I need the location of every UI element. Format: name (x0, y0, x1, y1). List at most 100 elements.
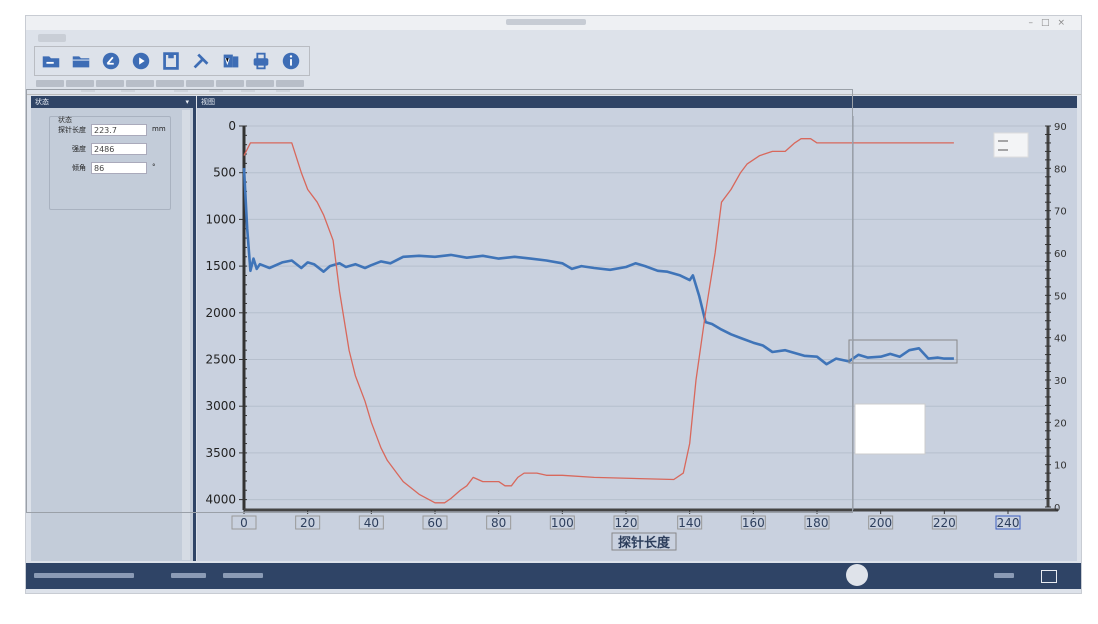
zoom-selection-box[interactable] (848, 339, 958, 364)
print-button[interactable] (247, 47, 275, 75)
info-icon (282, 52, 300, 70)
status-text (34, 573, 134, 578)
title-bar: –□× (26, 16, 1081, 30)
toolbar-group-label (81, 89, 95, 92)
left-tick-label: 3000 (205, 399, 236, 413)
x-tick-box (804, 515, 830, 530)
field-label: 倾角 (72, 164, 86, 172)
tooltip-box (854, 403, 926, 455)
legend-box (993, 132, 1029, 158)
toolbar-label (156, 80, 184, 87)
folder-button[interactable] (67, 47, 95, 75)
right-tick-label: 10 (1054, 461, 1067, 472)
x-tick-label: 140 (678, 516, 701, 530)
x-tick-label: 80 (491, 516, 506, 530)
window-title (506, 19, 586, 25)
word-export-button[interactable] (217, 47, 245, 75)
status-group-title: 状态 (58, 116, 72, 124)
toolbar-label (246, 80, 274, 87)
left-tick-label: 4000 (205, 493, 236, 507)
x-tick-box (740, 515, 766, 530)
status-bar (26, 563, 1081, 589)
x-tick-label: 200 (869, 516, 892, 530)
info-button[interactable] (277, 47, 305, 75)
status-panel-header: 状态 ▾ (31, 96, 193, 108)
print-icon (253, 52, 269, 70)
app-window: –□× 状态 ▾ 状态 探针长度 223.7 mm 强度 2486 倾角 86 °… (25, 15, 1082, 594)
status-panel: 状态 ▾ 状态 探针长度 223.7 mm 强度 2486 倾角 86 ° (31, 96, 196, 561)
left-tick-label: 2000 (205, 306, 236, 320)
pin-icon[interactable]: ▾ (185, 98, 189, 106)
right-tick-label: 50 (1054, 291, 1067, 302)
tools-icon (193, 53, 209, 69)
x-tick-box (868, 515, 894, 530)
toolbar-group-label (276, 89, 290, 92)
window-controls[interactable]: –□× (1028, 18, 1073, 28)
field-label: 强度 (72, 145, 86, 153)
x-tick-box (931, 515, 957, 530)
toolbar-group-label (174, 89, 188, 92)
left-tick-label: 1000 (205, 212, 236, 226)
status-text (994, 573, 1014, 578)
x-tick-box (677, 515, 703, 530)
left-tick-label: 2500 (205, 353, 236, 367)
right-tick-label: 0 (1054, 503, 1060, 514)
folder-open-button[interactable] (37, 47, 65, 75)
status-panel-title: 状态 (35, 98, 49, 106)
x-tick-box (295, 515, 321, 530)
toolbar-divider (26, 94, 1081, 95)
right-tick-label: 90 (1054, 122, 1067, 133)
folder-open-icon (42, 56, 60, 68)
folder-icon (72, 56, 90, 68)
toolbar-label (216, 80, 244, 87)
field-value-box[interactable]: 2486 (91, 143, 147, 155)
word-export-icon (223, 54, 239, 68)
x-tick-label: 20 (300, 516, 315, 530)
field-row: 强度 2486 (31, 143, 181, 155)
x-axis-title: 探针长度 (618, 535, 671, 551)
intensity-series-line (242, 167, 954, 366)
x-tick-box (995, 515, 1021, 530)
toolbar-label (36, 80, 64, 87)
x-tick-label: 220 (933, 516, 956, 530)
field-unit: ° (152, 163, 156, 171)
play-button[interactable] (127, 47, 155, 75)
scrollbar[interactable] (182, 110, 190, 560)
x-tick-label: 180 (806, 516, 829, 530)
x-tick-label: 0 (240, 516, 248, 530)
field-row: 倾角 86 ° (31, 162, 181, 174)
compass-icon (102, 52, 120, 70)
x-axis-title-box (611, 532, 677, 551)
right-tick-label: 70 (1054, 207, 1067, 218)
legend (993, 132, 1029, 158)
x-tick-label: 160 (742, 516, 765, 530)
toolbar-label (186, 80, 214, 87)
toolbar-label (96, 80, 124, 87)
toolbar-group-label (209, 89, 223, 92)
compass-button[interactable] (97, 47, 125, 75)
save-button[interactable] (157, 47, 185, 75)
view-panel-title: 视图 (201, 98, 215, 106)
layout-toggle-icon[interactable] (1041, 570, 1057, 583)
x-tick-box (422, 515, 448, 530)
view-panel-header: 视图 (197, 96, 1077, 108)
toolbar (34, 46, 310, 76)
x-tick-label: 100 (551, 516, 574, 530)
left-tick-label: 1500 (205, 259, 236, 273)
x-tick-box (613, 515, 639, 530)
right-tick-label: 60 (1054, 249, 1067, 260)
x-tick-label: 120 (615, 516, 638, 530)
field-value-box[interactable]: 223.7 (91, 124, 147, 136)
status-text (171, 573, 206, 578)
right-tick-label: 80 (1054, 164, 1067, 175)
status-text (223, 573, 263, 578)
ribbon-tab[interactable] (38, 34, 66, 42)
field-value-box[interactable]: 86 (91, 162, 147, 174)
toolbar-label (66, 80, 94, 87)
x-tick-box (549, 515, 575, 530)
left-tick-label: 500 (213, 166, 236, 180)
tools-button[interactable] (187, 47, 215, 75)
play-icon (132, 52, 150, 70)
toolbar-label (126, 80, 154, 87)
